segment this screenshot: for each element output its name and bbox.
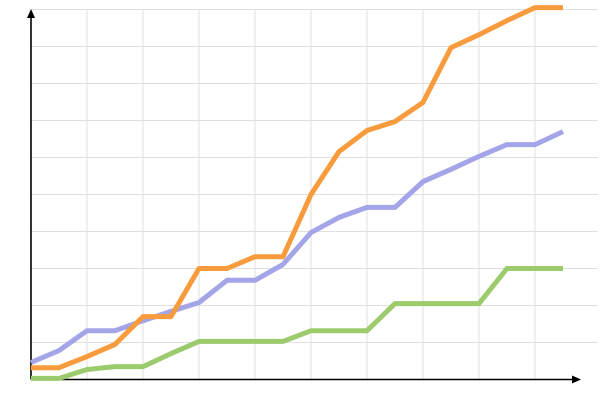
green-series-line (31, 266, 563, 381)
orange-series-line (31, 5, 563, 371)
y-axis-arrow-icon (27, 9, 35, 18)
x-axis-arrow-icon (572, 375, 581, 384)
purple-series-line (30, 129, 565, 365)
